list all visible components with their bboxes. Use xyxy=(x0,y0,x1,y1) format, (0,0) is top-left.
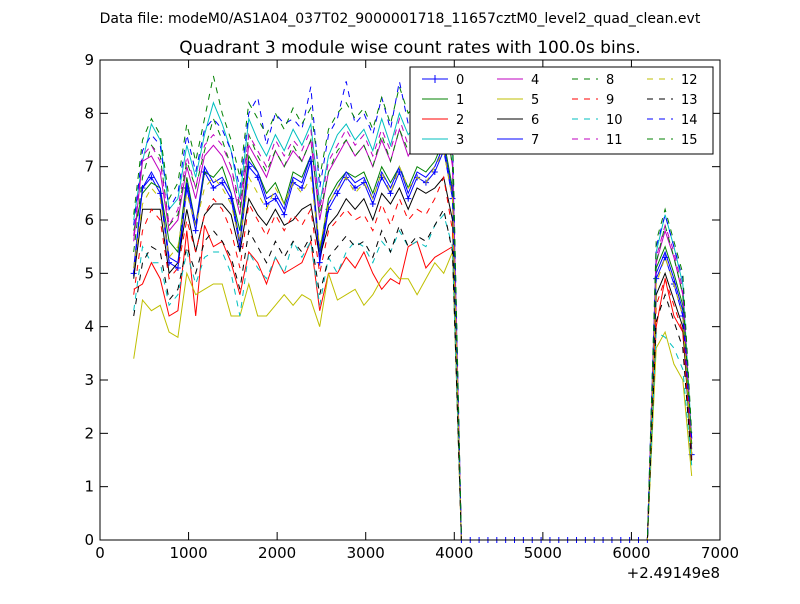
series-0-point xyxy=(281,211,288,218)
series-0-point xyxy=(334,190,341,197)
x-tick-label: 7000 xyxy=(701,544,739,562)
y-tick-label: 2 xyxy=(84,424,94,442)
legend-label-12: 12 xyxy=(681,73,698,88)
legend-label-9: 9 xyxy=(606,93,614,108)
legend-label-3: 3 xyxy=(456,133,464,148)
legend-label-11: 11 xyxy=(606,133,623,148)
series-0-point xyxy=(298,185,305,191)
legend-label-10: 10 xyxy=(606,113,623,128)
series-0-point xyxy=(148,174,155,181)
series-line-15 xyxy=(133,74,693,541)
series-0-point xyxy=(236,243,243,250)
series-line-5 xyxy=(133,251,693,541)
y-tick-label: 1 xyxy=(84,478,94,496)
x-tick-label: 6000 xyxy=(612,544,650,562)
y-tick-label: 4 xyxy=(84,318,94,336)
series-0-point xyxy=(387,190,394,197)
legend-label-0: 0 xyxy=(456,73,464,88)
y-tick-label: 8 xyxy=(84,104,94,122)
series-line-6 xyxy=(133,176,693,541)
y-tick-label: 6 xyxy=(84,211,94,229)
plot-area-frame xyxy=(99,59,721,541)
series-line-8 xyxy=(133,102,693,541)
series-line-7 xyxy=(133,143,693,541)
series-0-point xyxy=(316,259,323,266)
series-0-point xyxy=(228,195,235,202)
series-line-0 xyxy=(133,148,693,541)
legend-label-8: 8 xyxy=(606,73,614,88)
x-tick-label: 4000 xyxy=(435,544,473,562)
series-line-13 xyxy=(133,207,693,541)
series-0-point xyxy=(210,185,217,191)
y-tick-label: 5 xyxy=(84,264,94,282)
x-tick-label: 5000 xyxy=(524,544,562,562)
legend-label-15: 15 xyxy=(681,133,698,148)
y-tick-label: 3 xyxy=(84,371,94,389)
series-0-point xyxy=(272,195,279,202)
series-0-point xyxy=(263,201,270,207)
x-axis: 0 1000 2000 3000 4000 5000 6000 7000 xyxy=(95,60,739,562)
series-0-point xyxy=(174,265,181,271)
series-line-1 xyxy=(133,138,693,541)
x-tick-label: 2000 xyxy=(258,544,296,562)
x-tick-label: 0 xyxy=(95,544,105,562)
series-line-9 xyxy=(133,175,693,541)
chart-title: Quadrant 3 module wise count rates with … xyxy=(179,38,640,58)
legend-label-1: 1 xyxy=(456,93,464,108)
y-tick-label: 0 xyxy=(84,531,94,549)
legend-label-4: 4 xyxy=(531,73,539,88)
legend-label-14: 14 xyxy=(681,113,698,128)
series-line-10 xyxy=(133,213,693,541)
series-line-12 xyxy=(133,149,693,541)
legend-label-13: 13 xyxy=(681,93,698,108)
series-0-point xyxy=(369,201,376,207)
series-0-point xyxy=(431,169,438,175)
legend-label-5: 5 xyxy=(531,93,539,108)
x-tick-label: 3000 xyxy=(347,544,385,562)
legend-label-2: 2 xyxy=(456,113,464,128)
series-0-point xyxy=(405,195,412,202)
x-axis-offset-label: +2.49149e8 xyxy=(627,564,720,582)
series-0-point xyxy=(219,179,226,186)
legend-label-6: 6 xyxy=(531,113,539,128)
series-0-point xyxy=(192,227,199,234)
y-tick-label: 7 xyxy=(84,158,94,176)
legend-label-7: 7 xyxy=(531,133,539,148)
series-0-point xyxy=(352,185,359,191)
y-tick-label: 9 xyxy=(84,51,94,69)
series-line-11 xyxy=(133,95,693,541)
x-tick-label: 1000 xyxy=(169,544,207,562)
series-line-2 xyxy=(133,225,693,541)
data-file-label: Data file: modeM0/AS1A04_037T02_90000017… xyxy=(100,11,701,27)
